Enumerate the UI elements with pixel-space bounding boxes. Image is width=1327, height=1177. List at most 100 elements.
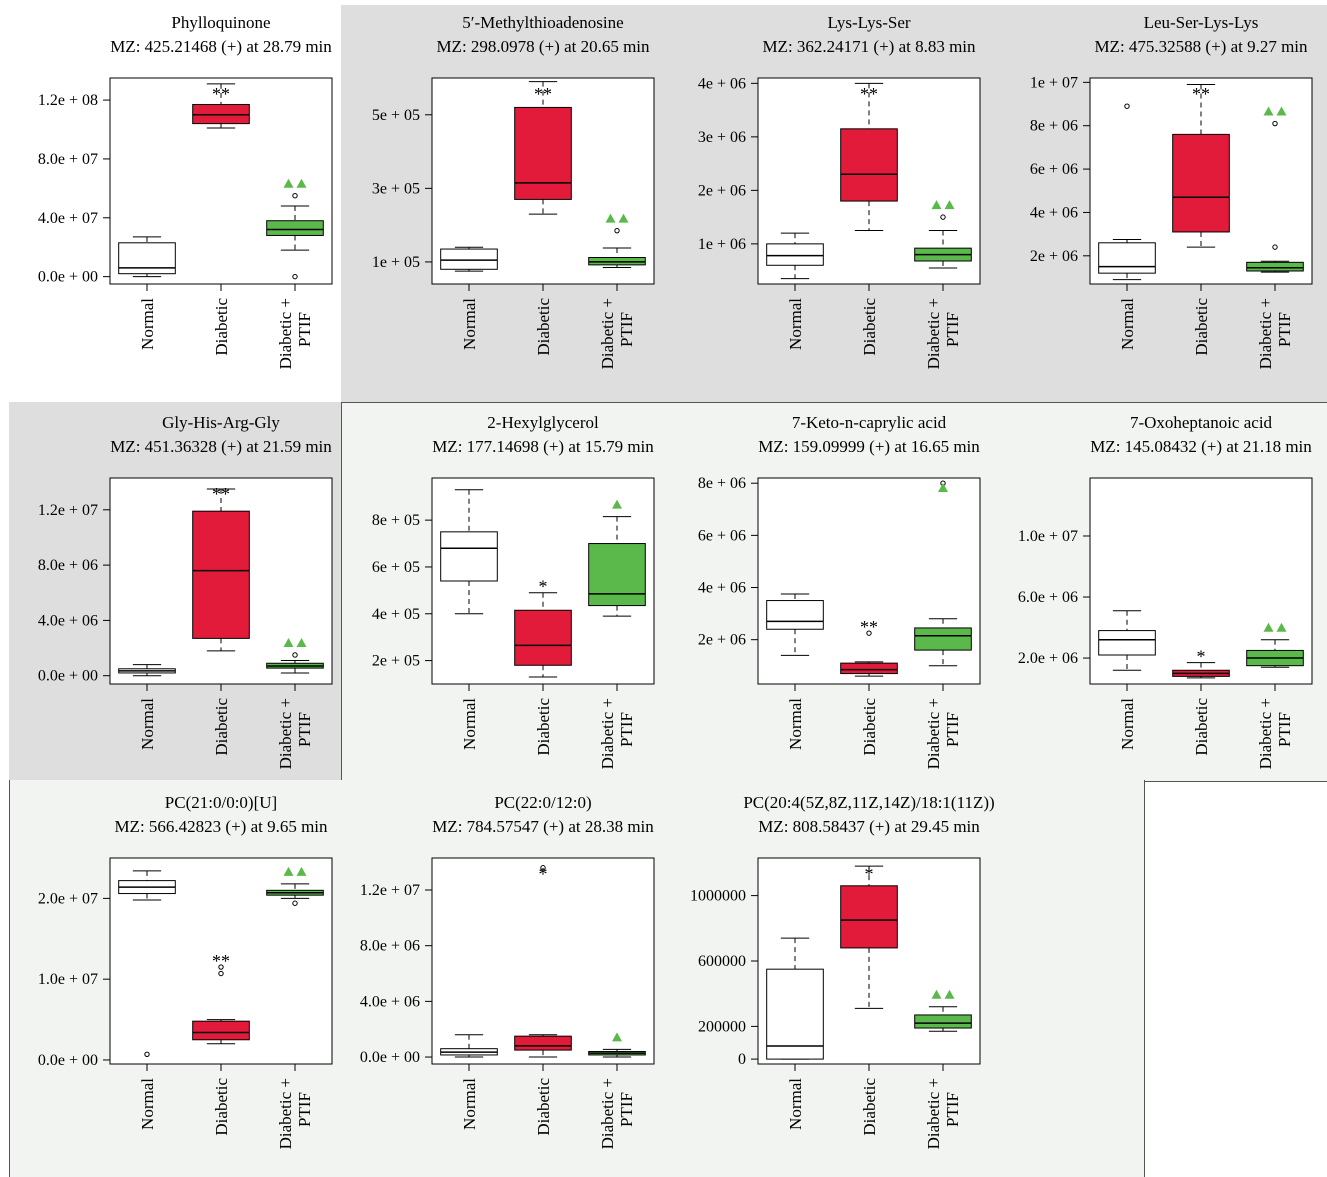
y-tick-label: 1.0e + 07: [1018, 528, 1078, 545]
box-iqr: [1098, 630, 1156, 656]
y-tick-label: 4.0e + 06: [360, 993, 420, 1010]
category-label-line: PTIF: [943, 712, 962, 747]
chart-title: PC(20:4(5Z,8Z,11Z,14Z)/18:1(11Z)): [743, 793, 994, 812]
significance-stars: **: [212, 484, 230, 504]
y-tick-label: 6.0e + 06: [1018, 589, 1078, 606]
box-diabetic: **: [840, 617, 898, 677]
box-normal: [118, 664, 176, 677]
significance-triangle: [931, 989, 942, 999]
chart-title: 5′-Methylthioadenosine: [462, 13, 623, 32]
y-tick-label: 8.0e + 07: [38, 151, 98, 168]
significance-triangle: [1276, 106, 1287, 116]
box-treated: [266, 178, 324, 280]
box-normal: [766, 937, 824, 1060]
category-label: Diabetic +PTIF: [924, 1078, 962, 1149]
y-tick-label: 3e + 05: [372, 180, 420, 197]
box-iqr: [1246, 261, 1304, 272]
box-treated: [1246, 106, 1304, 273]
y-tick-label: 1.2e + 08: [38, 92, 98, 109]
category-label: Diabetic: [860, 698, 879, 756]
category-label-line: PTIF: [295, 312, 314, 347]
box-diabetic: **: [192, 951, 250, 1045]
y-tick-label: 6e + 06: [1030, 161, 1078, 178]
y-tick-label: 3e + 06: [698, 129, 746, 146]
outlier-point: [866, 630, 872, 636]
significance-triangle: [1263, 622, 1274, 632]
chart-11: PC(20:4(5Z,8Z,11Z,14Z)/18:1(11Z)) MZ: 808…: [690, 793, 995, 1149]
chart-subtitle: MZ: 808.58437 (+) at 29.45 min: [758, 817, 980, 836]
y-tick-label: 8.0e + 06: [360, 938, 420, 955]
category-label-line: PTIF: [1275, 712, 1294, 747]
box-iqr: [840, 128, 898, 202]
y-tick-label: 1.2e + 07: [360, 882, 420, 899]
category-label: Diabetic +PTIF: [924, 698, 962, 769]
y-tick-label: 8e + 05: [372, 512, 420, 529]
box-normal: [440, 489, 498, 615]
category-label: Normal: [786, 298, 805, 350]
category-label: Diabetic: [1192, 698, 1211, 756]
box-normal: [766, 232, 824, 280]
category-label-line: PTIF: [617, 1092, 636, 1127]
y-tick-label: 6e + 06: [698, 527, 746, 544]
y-tick-label: 0.0e + 00: [38, 269, 98, 286]
category-label: Diabetic: [534, 298, 553, 356]
chart-title: PC(21:0/0:0)[U]: [165, 793, 277, 812]
chart-title: Gly-His-Arg-Gly: [162, 413, 280, 432]
chart-subtitle: MZ: 362.24171 (+) at 8.83 min: [762, 37, 976, 56]
category-label-line: Diabetic +: [598, 698, 617, 769]
category-label-line: PTIF: [943, 312, 962, 347]
outlier-point: [144, 1051, 150, 1058]
box-iqr: [840, 885, 898, 949]
box-iqr: [514, 609, 572, 666]
box-iqr: [192, 510, 250, 639]
chart-9: PC(21:0/0:0)[U] MZ: 566.42823 (+) at 9.65…: [38, 793, 333, 1149]
category-label-line: Diabetic +: [276, 1078, 295, 1149]
y-tick-label: 0.0e + 00: [38, 668, 98, 685]
significance-stars: **: [212, 84, 230, 104]
y-tick-label: 0.0e + 00: [360, 1049, 420, 1066]
box-normal: [440, 246, 498, 272]
chart-subtitle: MZ: 451.36328 (+) at 21.59 min: [110, 437, 332, 456]
box-diabetic: **: [514, 81, 572, 215]
category-label-line: Diabetic +: [598, 1078, 617, 1149]
category-label: Normal: [460, 698, 479, 750]
y-tick-label: 8e + 06: [1030, 118, 1078, 135]
box-iqr: [914, 1014, 972, 1029]
category-label: Diabetic: [212, 698, 231, 756]
significance-triangle: [283, 637, 294, 647]
category-label-line: PTIF: [617, 712, 636, 747]
y-tick-label: 1.2e + 07: [38, 502, 98, 519]
category-label: Normal: [138, 298, 157, 350]
box-normal: [440, 1034, 498, 1058]
box-iqr: [588, 543, 646, 607]
box-normal: [766, 593, 824, 656]
category-label: Normal: [460, 1078, 479, 1130]
box-iqr: [1172, 133, 1230, 233]
y-tick-label: 2.0e + 07: [38, 890, 98, 907]
outlier-point: [1272, 120, 1278, 127]
box-diabetic: **: [192, 83, 250, 129]
box-iqr: [766, 600, 824, 630]
box-treated: [266, 637, 324, 674]
chart-title: 7-Oxoheptanoic acid: [1130, 413, 1273, 432]
significance-triangle: [1263, 106, 1274, 116]
box-treated: [1246, 622, 1304, 668]
chart-3: Lys-Lys-Ser MZ: 362.24171 (+) at 8.83 min…: [698, 13, 981, 369]
category-label: Normal: [138, 1078, 157, 1130]
box-iqr: [1098, 242, 1156, 274]
box-iqr: [118, 242, 176, 275]
significance-stars: **: [534, 84, 552, 104]
box-iqr: [840, 662, 898, 675]
significance-stars: **: [860, 84, 878, 104]
category-label-line: Diabetic +: [924, 298, 943, 369]
category-label: Diabetic: [534, 698, 553, 756]
box-diabetic: *: [514, 577, 572, 678]
box-iqr: [440, 531, 498, 582]
box-treated: [914, 480, 972, 667]
category-label-line: PTIF: [1275, 312, 1294, 347]
outlier-point: [292, 273, 298, 280]
box-iqr: [914, 627, 972, 651]
y-tick-label: 4e + 05: [372, 606, 420, 623]
significance-triangle: [283, 178, 294, 188]
